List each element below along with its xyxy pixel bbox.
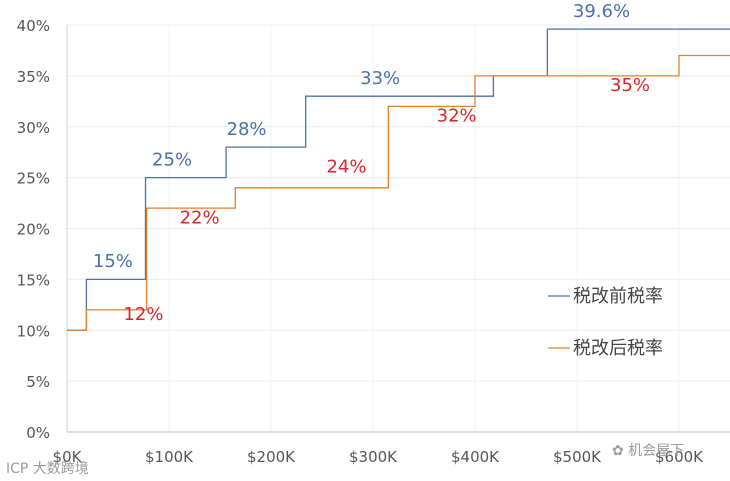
- x-tick-label: $500K: [553, 448, 602, 466]
- y-tick-label: 0%: [26, 424, 50, 442]
- y-tick-label: 10%: [17, 322, 50, 340]
- data-label: 25%: [152, 149, 192, 170]
- x-tick-label: $600K: [655, 448, 704, 466]
- data-label: 22%: [180, 207, 220, 228]
- data-label: 33%: [360, 68, 400, 89]
- data-label: 32%: [437, 106, 477, 127]
- y-tick-label: 20%: [17, 221, 50, 239]
- x-tick-label: $0K: [53, 448, 83, 466]
- y-tick-label: 35%: [17, 68, 50, 86]
- data-label: 28%: [227, 119, 267, 140]
- x-tick-label: $200K: [247, 448, 296, 466]
- series-line-2: [67, 54, 730, 331]
- data-label: 39.6%: [573, 1, 630, 22]
- y-tick-label: 30%: [17, 119, 50, 137]
- wechat-icon: ✿: [612, 443, 624, 459]
- y-tick-label: 5%: [26, 373, 50, 391]
- y-tick-label: 25%: [17, 170, 50, 188]
- legend-label: 税改后税率: [573, 338, 663, 359]
- data-label: 35%: [610, 75, 650, 96]
- data-label: 24%: [326, 157, 366, 178]
- y-tick-label: 15%: [17, 271, 50, 289]
- x-tick-label: $100K: [145, 448, 194, 466]
- watermark-left: ICP 大数跨境: [6, 461, 89, 477]
- data-label: 15%: [93, 251, 133, 272]
- legend-label: 税改前税率: [573, 286, 663, 307]
- watermark-right: ✿ 机会屋下: [612, 440, 684, 460]
- data-label: 12%: [123, 304, 163, 325]
- x-tick-label: $300K: [349, 448, 398, 466]
- watermark-right-text: 机会屋下: [628, 443, 685, 459]
- x-tick-label: $400K: [451, 448, 500, 466]
- y-tick-label: 40%: [17, 17, 50, 35]
